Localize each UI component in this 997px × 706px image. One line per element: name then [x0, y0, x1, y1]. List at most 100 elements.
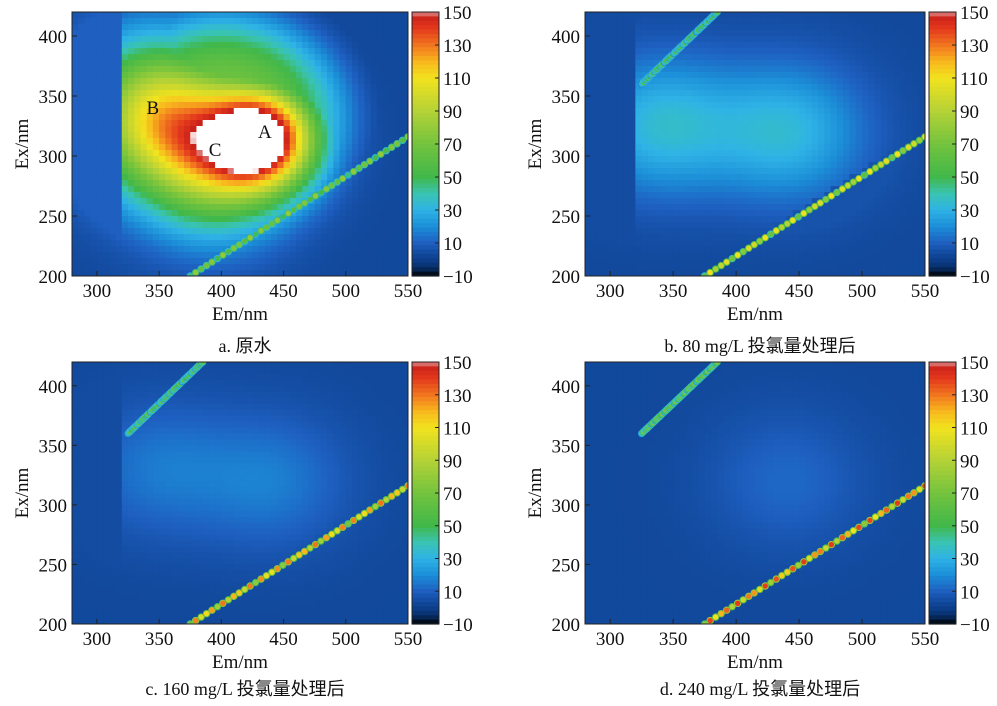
heatmap-cell [152, 84, 160, 91]
heatmap-cell [824, 78, 832, 85]
heatmap-cell [868, 234, 876, 241]
scatter-line-point [355, 164, 363, 172]
heatmap-cell [289, 48, 297, 55]
heatmap-cell [140, 192, 148, 199]
heatmap-cell [704, 156, 712, 163]
heatmap-cell [918, 234, 925, 241]
heatmap-cell [717, 204, 725, 211]
heatmap-cell [177, 60, 185, 67]
heatmap-cell [202, 240, 210, 247]
heatmap-cell [622, 42, 630, 49]
heatmap-cell [215, 246, 222, 253]
heatmap-cell [880, 174, 888, 181]
heatmap-cell [673, 216, 681, 223]
heatmap-cell [296, 126, 303, 133]
heatmap-cell [72, 168, 79, 175]
heatmap-cell [376, 78, 384, 85]
heatmap-cell [817, 156, 825, 163]
heatmap-cell [698, 174, 706, 181]
colorbar-swatch [412, 130, 439, 136]
heatmap-cell [647, 210, 655, 217]
heatmap-cell [352, 144, 359, 151]
heatmap-cell [761, 192, 769, 199]
heatmap-cell [246, 252, 254, 259]
heatmap-cell [780, 150, 788, 157]
heatmap-cell [817, 12, 825, 19]
heatmap-cell [817, 102, 825, 109]
heatmap-cell [327, 138, 334, 145]
heatmap-cell [376, 102, 384, 109]
heatmap-cell [635, 216, 643, 223]
heatmap-cell [805, 42, 813, 49]
heatmap-cell [184, 234, 191, 241]
heatmap-cell [103, 246, 110, 253]
heatmap-cell [805, 18, 813, 25]
heatmap-cell [358, 144, 366, 151]
heatmap-cell [862, 120, 869, 127]
heatmap-cell [830, 90, 838, 97]
heatmap-cell [679, 246, 687, 253]
heatmap-cell [755, 90, 762, 97]
heatmap-cell [780, 234, 788, 241]
heatmap-cell [401, 264, 408, 271]
heatmap-cell [767, 186, 775, 193]
heatmap-cell [799, 246, 806, 253]
heatmap-cell [836, 210, 844, 217]
heatmap-cell [171, 60, 179, 67]
heatmap-cell [302, 174, 310, 181]
heatmap-cell [585, 54, 592, 61]
heatmap-cell [333, 228, 341, 235]
heatmap-cell [395, 150, 403, 157]
heatmap-cell [616, 102, 624, 109]
heatmap-cell [345, 228, 353, 235]
heatmap-cell [874, 60, 882, 67]
heatmap-cell [78, 210, 86, 217]
heatmap-cell [84, 12, 92, 19]
heatmap-cell [72, 204, 79, 211]
heatmap-cell [855, 204, 863, 211]
heatmap-cell [830, 24, 838, 31]
heatmap-cell [817, 168, 825, 175]
heatmap-cell [296, 210, 303, 217]
heatmap-cell [918, 156, 925, 163]
heatmap-cell [899, 102, 907, 109]
heatmap-cell [252, 144, 260, 151]
heatmap-cell [780, 30, 788, 37]
heatmap-cell [177, 108, 185, 115]
heatmap-cell [96, 156, 104, 163]
heatmap-cell [103, 264, 110, 271]
heatmap-cell [610, 162, 618, 169]
heatmap-cell [616, 30, 624, 37]
heatmap-cell [358, 54, 366, 61]
heatmap-cell [912, 102, 920, 109]
heatmap-cell [874, 210, 882, 217]
heatmap-cell [748, 258, 756, 265]
heatmap-cell [761, 204, 769, 211]
heatmap-cell [805, 180, 813, 187]
heatmap-cell [72, 42, 79, 49]
heatmap-cell [96, 108, 104, 115]
heatmap-cell [811, 126, 819, 133]
heatmap-cell [184, 66, 191, 73]
heatmap-cell [302, 78, 310, 85]
heatmap-cell [912, 120, 920, 127]
heatmap-cell [767, 30, 775, 37]
heatmap-cell [271, 42, 278, 49]
heatmap-cell [862, 54, 869, 61]
heatmap-cell [830, 246, 838, 253]
heatmap-cell [190, 210, 198, 217]
heatmap-cell [603, 186, 611, 193]
heatmap-cell [140, 90, 148, 97]
heatmap-cell [364, 132, 372, 139]
heatmap-cell [622, 216, 630, 223]
scatter-line-point [235, 240, 243, 249]
heatmap-cell [641, 216, 649, 223]
peak-label-C: C [209, 140, 222, 161]
heatmap-cell [184, 174, 191, 181]
heatmap-cell [134, 156, 142, 163]
heatmap-cell [729, 192, 737, 199]
heatmap-cell [72, 90, 79, 97]
heatmap-cell [128, 222, 135, 229]
heatmap-cell [704, 42, 712, 49]
heatmap-cell [906, 78, 914, 85]
